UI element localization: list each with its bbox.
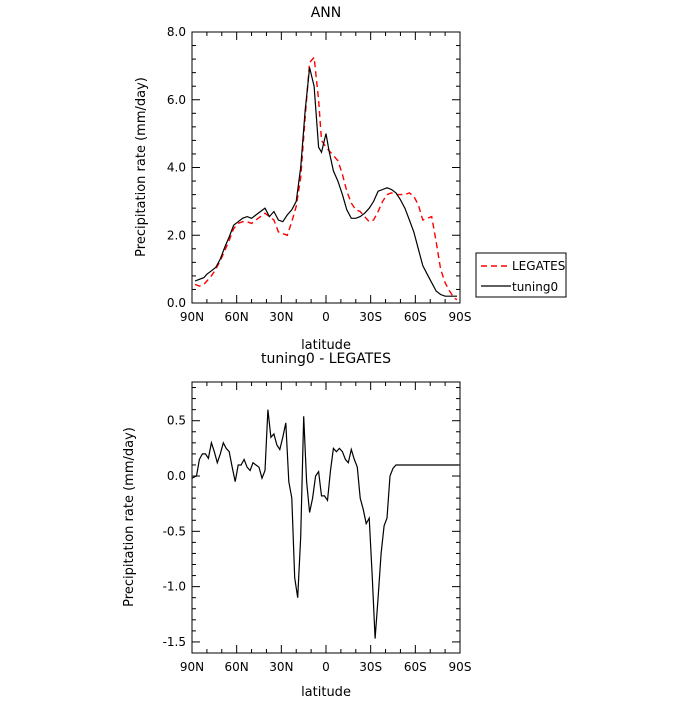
series-line-tuning0 (194, 67, 457, 297)
top-y-axis-label: Precipitation rate (mm/day) (134, 77, 149, 257)
x-tick-label: 60N (225, 310, 249, 324)
y-tick-label: 8.0 (167, 25, 186, 39)
x-tick-label: 30S (359, 310, 382, 324)
legend-label-legates: LEGATES (512, 259, 565, 273)
y-tick-label: 4.0 (167, 161, 186, 175)
x-tick-label: 60S (404, 660, 427, 674)
series-line-legates (194, 55, 458, 301)
top-axis-ticks: 90N 60N 30N 0 30S 60S 90S 0.0 2.0 4.0 6.0 8.0 (167, 25, 472, 324)
bottom-chart-title: tuning0 - LEGATES (261, 351, 391, 367)
legend: LEGATES tuning0 (475, 252, 567, 298)
top-panel: ANN latitude Precipitation rate (mm/day)… (134, 5, 567, 353)
x-tick-label: 30N (269, 660, 293, 674)
top-plot-frame (191, 31, 461, 304)
bottom-x-axis-label: latitude (301, 685, 351, 700)
x-tick-label: 90S (449, 660, 472, 674)
bottom-panel: tuning0 - LEGATES latitude Precipitation… (122, 351, 471, 700)
x-tick-label: 30S (359, 660, 382, 674)
legend-box (475, 252, 567, 298)
y-tick-label: 0.5 (167, 414, 186, 428)
y-tick-label: -1.0 (163, 580, 186, 594)
x-tick-label: 60N (225, 660, 249, 674)
bottom-axis-ticks: 90N 60N 30N 0 30S 60S 90S -1.5 -1.0 -0.5 0.0 0.5 (163, 382, 472, 674)
bottom-y-axis-label: Precipitation rate (mm/day) (122, 427, 137, 607)
x-tick-label: 60S (404, 310, 427, 324)
x-tick-label: 30N (269, 310, 293, 324)
series-line-difference (191, 409, 459, 639)
legend-label-tuning0: tuning0 (512, 280, 558, 294)
y-tick-label: 0.0 (167, 296, 186, 310)
y-tick-label: 6.0 (167, 93, 186, 107)
top-chart-title: ANN (311, 5, 342, 21)
x-tick-label: 0 (322, 660, 330, 674)
x-tick-label: 90N (180, 310, 204, 324)
y-tick-label: 0.0 (167, 469, 186, 483)
top-x-axis-label: latitude (301, 338, 351, 353)
x-tick-label: 90S (449, 310, 472, 324)
x-tick-label: 90N (180, 660, 204, 674)
bottom-series-lines (191, 409, 459, 639)
x-tick-label: 0 (322, 310, 330, 324)
bottom-plot-frame (191, 381, 461, 654)
y-tick-label: -1.5 (163, 635, 186, 649)
y-tick-label: -0.5 (163, 524, 186, 538)
y-tick-label: 2.0 (167, 228, 186, 242)
top-series-lines (194, 55, 458, 301)
